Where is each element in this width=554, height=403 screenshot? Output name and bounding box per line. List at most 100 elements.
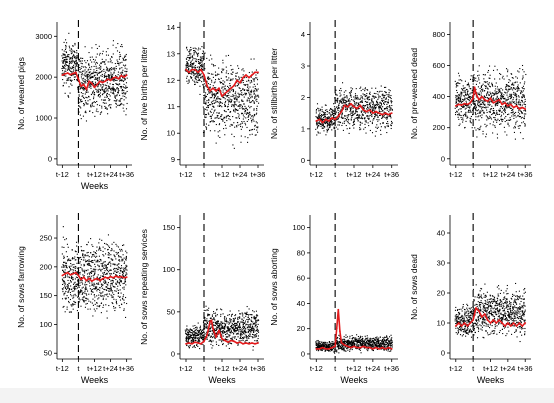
data-point — [107, 74, 109, 76]
data-point — [230, 69, 232, 71]
data-point — [116, 94, 118, 96]
data-point — [106, 317, 108, 319]
data-point — [455, 94, 457, 97]
data-point — [464, 93, 467, 96]
data-point — [186, 328, 188, 330]
data-point — [494, 92, 496, 94]
data-point — [116, 95, 118, 97]
data-point — [493, 93, 495, 95]
data-point — [506, 107, 508, 109]
data-point — [64, 261, 66, 263]
data-point — [91, 105, 93, 107]
data-point — [211, 347, 213, 349]
data-point — [499, 108, 501, 110]
data-point — [209, 340, 212, 342]
data-point — [360, 86, 362, 88]
data-point — [509, 102, 511, 104]
data-point — [508, 85, 510, 87]
data-point — [86, 71, 88, 73]
data-point — [245, 92, 247, 95]
data-point — [485, 87, 487, 89]
data-point — [98, 265, 100, 267]
data-point — [86, 252, 88, 254]
data-point — [224, 98, 226, 100]
data-point — [359, 127, 361, 129]
data-point — [86, 89, 88, 91]
data-point — [384, 108, 386, 110]
data-point — [342, 99, 344, 101]
data-point — [190, 334, 192, 336]
data-point — [368, 99, 370, 101]
data-point — [206, 325, 208, 327]
mean-point — [80, 85, 83, 88]
data-point — [512, 113, 514, 115]
mean-point — [469, 101, 472, 104]
data-point — [65, 58, 67, 61]
data-point — [85, 103, 87, 105]
data-point — [95, 61, 97, 63]
data-point — [364, 123, 366, 125]
data-point — [115, 68, 117, 70]
mean-point — [85, 279, 88, 282]
data-point — [110, 91, 112, 93]
data-point — [93, 294, 95, 296]
data-point — [64, 286, 66, 288]
data-point — [203, 85, 205, 88]
data-point — [210, 116, 212, 118]
data-point — [110, 288, 112, 290]
data-point — [70, 281, 72, 283]
data-point — [85, 286, 87, 288]
data-point — [385, 101, 387, 103]
data-point — [65, 57, 67, 59]
data-point — [340, 101, 343, 103]
data-point — [378, 107, 380, 109]
data-point — [125, 73, 127, 75]
mean-point — [93, 278, 96, 281]
data-point — [203, 316, 205, 318]
data-point — [385, 113, 387, 115]
data-point — [193, 345, 195, 348]
data-point — [374, 112, 377, 114]
data-point — [517, 84, 519, 86]
data-point — [83, 87, 85, 90]
data-point — [250, 91, 252, 93]
data-point — [519, 132, 522, 134]
data-point — [364, 90, 366, 92]
data-point — [384, 108, 386, 110]
data-point — [511, 83, 513, 85]
data-point — [216, 92, 218, 94]
data-point — [471, 96, 473, 99]
data-point — [63, 257, 65, 259]
data-point — [361, 116, 363, 118]
data-point — [324, 104, 326, 106]
data-point — [121, 67, 123, 69]
data-point — [486, 119, 488, 121]
data-point — [362, 93, 364, 95]
data-point — [231, 104, 233, 106]
data-point — [63, 50, 65, 52]
data-point — [237, 124, 239, 126]
data-point — [482, 133, 484, 135]
data-point — [226, 79, 228, 81]
data-point — [472, 109, 474, 111]
data-point — [108, 74, 110, 77]
data-point — [520, 117, 522, 119]
data-point — [376, 114, 378, 116]
data-point — [213, 97, 215, 99]
data-point — [350, 119, 352, 121]
data-point — [122, 259, 124, 261]
data-point — [78, 86, 80, 88]
x-tick-label: t+12 — [347, 170, 362, 179]
data-point — [205, 101, 207, 103]
data-point — [200, 76, 202, 78]
data-point — [211, 97, 213, 99]
data-point — [488, 102, 490, 104]
data-point — [123, 288, 125, 290]
data-point — [511, 102, 513, 104]
data-point — [85, 62, 87, 64]
mean-point — [315, 120, 318, 122]
data-point — [111, 296, 113, 299]
data-point — [517, 114, 519, 116]
data-point — [196, 344, 198, 346]
data-point — [112, 292, 114, 294]
